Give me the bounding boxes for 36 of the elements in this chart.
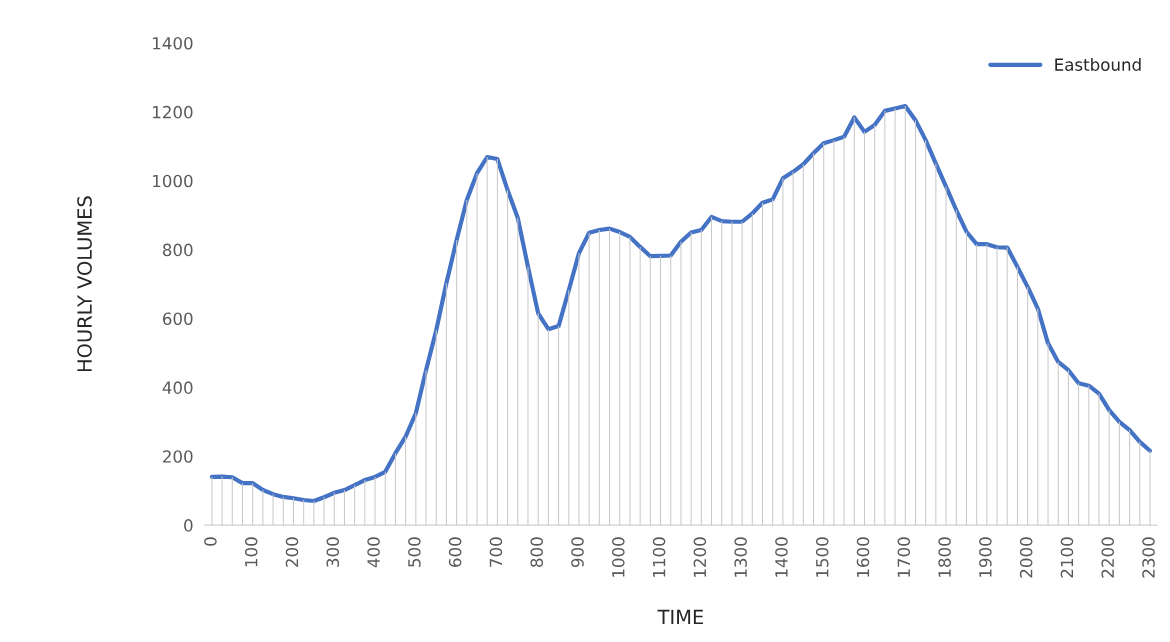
x-tick-label: 1700	[897, 537, 911, 577]
x-axis-title: TIME	[657, 609, 704, 625]
y-tick-label: 0	[184, 519, 193, 532]
x-tick-label: 800	[530, 537, 544, 567]
x-tick-label: 900	[571, 537, 584, 568]
x-tick-label: 100	[244, 537, 258, 567]
x-tick-label: 1400	[775, 537, 788, 577]
x-tick-label: 700	[489, 537, 503, 567]
x-tick-label: 1300	[734, 537, 747, 577]
x-tick-label: 400	[367, 537, 380, 568]
line-series	[209, 103, 1153, 504]
y-tick-label: 800	[162, 243, 193, 257]
x-tick-label: 200	[285, 537, 299, 567]
x-tick-label: 2200	[1101, 537, 1115, 578]
y-tick-label: 600	[162, 312, 193, 326]
y-axis-title: HOURLY VOLUMES	[77, 196, 92, 372]
x-tick-label: 0	[204, 537, 217, 546]
x-tick-label: 1600	[856, 537, 870, 577]
x-tick-label: 1500	[815, 537, 829, 577]
x-tick-label: 1800	[938, 537, 951, 577]
y-tick-label: 1200	[153, 105, 193, 119]
x-tick-label: 500	[408, 537, 421, 567]
y-tick-label: 1000	[153, 174, 193, 188]
y-tick-label: 200	[163, 450, 193, 463]
x-tick-label: 1100	[652, 537, 666, 577]
x-tick-label: 600	[448, 537, 462, 567]
legend-label: Eastbound	[1055, 58, 1141, 71]
x-tick-label: 2100	[1060, 537, 1074, 578]
x-tick-label: 2000	[1019, 537, 1033, 578]
x-tick-label: 300	[326, 537, 340, 567]
x-tick-label: 1900	[979, 537, 992, 577]
x-tick-label: 1200	[693, 537, 707, 577]
x-tick-label: 1000	[611, 537, 625, 577]
y-tick-label: 400	[162, 381, 193, 394]
y-tick-label: 1400	[153, 36, 193, 50]
x-tick-label: 2300	[1142, 537, 1155, 578]
